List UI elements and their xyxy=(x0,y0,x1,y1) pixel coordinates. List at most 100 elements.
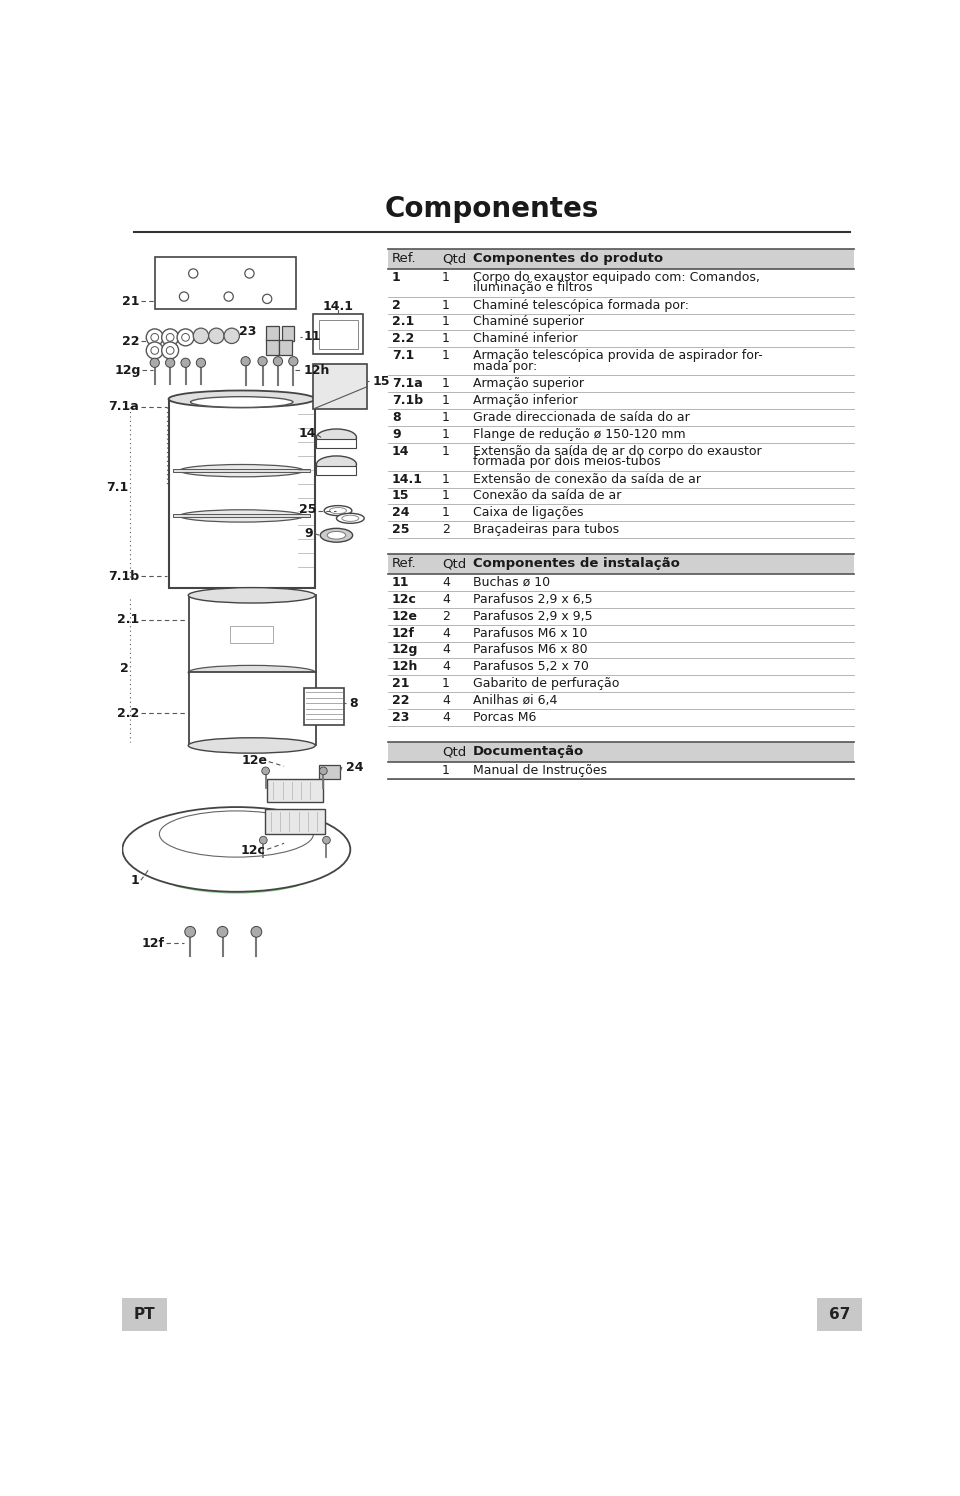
Text: Grade direccionada de saída do ar: Grade direccionada de saída do ar xyxy=(472,411,689,423)
Text: 12c: 12c xyxy=(241,844,266,857)
Text: 12f: 12f xyxy=(142,936,165,950)
Text: Chaminé inferior: Chaminé inferior xyxy=(472,332,577,346)
Text: 1: 1 xyxy=(442,444,450,458)
Circle shape xyxy=(177,329,194,346)
Circle shape xyxy=(146,329,163,346)
Text: 1: 1 xyxy=(442,393,450,407)
Bar xyxy=(304,688,344,724)
Bar xyxy=(267,778,323,802)
Text: 7.1a: 7.1a xyxy=(108,399,139,413)
Text: 1: 1 xyxy=(442,428,450,441)
Text: Parafusos 5,2 x 70: Parafusos 5,2 x 70 xyxy=(472,660,588,673)
Text: 24: 24 xyxy=(392,507,409,519)
Bar xyxy=(319,320,358,349)
Ellipse shape xyxy=(123,806,350,892)
Text: 1: 1 xyxy=(442,489,450,503)
Text: 1: 1 xyxy=(442,411,450,423)
Bar xyxy=(173,515,310,518)
Circle shape xyxy=(161,329,179,346)
Text: 4: 4 xyxy=(442,694,450,708)
Bar xyxy=(266,326,278,341)
Text: 4: 4 xyxy=(442,627,450,640)
Bar xyxy=(313,365,368,408)
Text: 14.1: 14.1 xyxy=(392,473,423,486)
Ellipse shape xyxy=(169,390,315,407)
Text: 1: 1 xyxy=(442,678,450,690)
Circle shape xyxy=(184,926,196,936)
Text: 4: 4 xyxy=(442,576,450,589)
Text: Porcas M6: Porcas M6 xyxy=(472,711,536,724)
Text: 11: 11 xyxy=(303,331,321,343)
Text: 14: 14 xyxy=(299,428,317,440)
Ellipse shape xyxy=(188,738,315,752)
Text: 4: 4 xyxy=(442,660,450,673)
Text: 12f: 12f xyxy=(392,627,415,640)
Text: Caixa de ligações: Caixa de ligações xyxy=(472,507,584,519)
Bar xyxy=(230,627,274,643)
Text: Qtd: Qtd xyxy=(442,557,467,570)
Text: 8: 8 xyxy=(349,697,358,709)
Text: 14: 14 xyxy=(392,444,409,458)
Text: Extensão da saída de ar do corpo do exaustor: Extensão da saída de ar do corpo do exau… xyxy=(472,444,761,458)
Text: 25: 25 xyxy=(392,524,409,537)
Text: Parafusos M6 x 10: Parafusos M6 x 10 xyxy=(472,627,588,640)
Text: 4: 4 xyxy=(442,643,450,657)
Bar xyxy=(123,1299,167,1330)
Text: 15: 15 xyxy=(372,375,390,387)
Circle shape xyxy=(161,343,179,359)
Text: Parafusos M6 x 80: Parafusos M6 x 80 xyxy=(472,643,588,657)
Text: 23: 23 xyxy=(239,325,257,338)
Text: 12c: 12c xyxy=(392,592,417,606)
Ellipse shape xyxy=(180,510,304,522)
Text: 1: 1 xyxy=(442,507,450,519)
Text: 2: 2 xyxy=(392,299,400,311)
Text: 12e: 12e xyxy=(392,609,418,622)
Text: 12g: 12g xyxy=(114,364,141,377)
Circle shape xyxy=(208,328,224,344)
Circle shape xyxy=(150,358,159,368)
Ellipse shape xyxy=(324,506,352,516)
Bar xyxy=(169,399,315,588)
Text: Armação superior: Armação superior xyxy=(472,377,584,390)
Bar xyxy=(388,742,853,761)
Text: Ref.: Ref. xyxy=(392,557,417,570)
Text: 4: 4 xyxy=(442,711,450,724)
Circle shape xyxy=(165,358,175,368)
Text: Armação inferior: Armação inferior xyxy=(472,393,577,407)
Text: 15: 15 xyxy=(392,489,409,503)
Text: 12h: 12h xyxy=(303,364,329,377)
Text: Componentes: Componentes xyxy=(385,194,599,223)
Bar xyxy=(155,256,296,308)
Circle shape xyxy=(188,269,198,278)
Text: 12h: 12h xyxy=(392,660,419,673)
Bar xyxy=(319,764,340,778)
Text: 1: 1 xyxy=(442,377,450,390)
Bar xyxy=(317,438,356,449)
Circle shape xyxy=(146,343,163,359)
Ellipse shape xyxy=(188,666,315,679)
Text: 1: 1 xyxy=(131,874,139,887)
Bar xyxy=(388,554,853,574)
Bar xyxy=(173,470,310,473)
Circle shape xyxy=(151,347,158,355)
Text: 1: 1 xyxy=(442,763,450,776)
Text: 1: 1 xyxy=(442,316,450,329)
Bar xyxy=(388,248,853,269)
Text: 7.1: 7.1 xyxy=(392,349,414,362)
Text: 22: 22 xyxy=(392,694,409,708)
Text: Componentes do produto: Componentes do produto xyxy=(472,253,662,265)
Text: 23: 23 xyxy=(392,711,409,724)
Bar xyxy=(317,465,356,476)
Text: Buchas ø 10: Buchas ø 10 xyxy=(472,576,550,589)
Bar xyxy=(817,1299,861,1330)
Bar xyxy=(188,595,316,672)
Text: 14.1: 14.1 xyxy=(323,301,353,313)
Circle shape xyxy=(166,347,174,355)
Bar xyxy=(266,340,278,355)
Text: Extensão de conexão da saída de ar: Extensão de conexão da saída de ar xyxy=(472,473,701,486)
Circle shape xyxy=(289,356,298,367)
Text: Anilhas øi 6,4: Anilhas øi 6,4 xyxy=(472,694,557,708)
Circle shape xyxy=(180,358,190,368)
Text: iluminação e filtros: iluminação e filtros xyxy=(472,281,592,295)
Text: 12g: 12g xyxy=(392,643,419,657)
